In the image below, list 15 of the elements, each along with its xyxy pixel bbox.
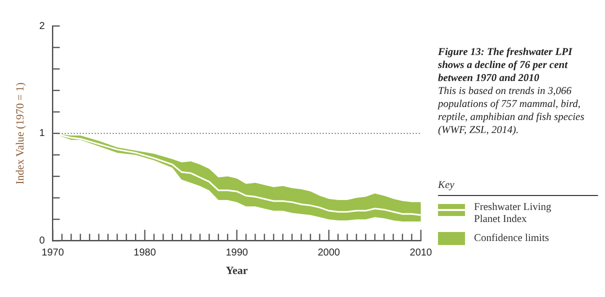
x-axis-title: Year <box>226 265 248 278</box>
x-tick-label: 1990 <box>226 248 248 259</box>
x-tick-label: 2010 <box>410 248 432 259</box>
y-tick-label: 0 <box>39 236 46 247</box>
text: This is based on trends in 3,066 populations of 757 mammal, bird, reptile, amphibian and fish species (WWF, ZSL, 2014). <box>438 85 586 137</box>
x-tick-label: 1970 <box>42 248 64 259</box>
y-tick-label: 1 <box>39 128 46 140</box>
y-axis-title: Index Value (1970 = 1) <box>14 82 26 184</box>
legend-title: Key <box>438 180 598 196</box>
y-tick-label: 2 <box>39 20 46 32</box>
x-tick-label: 2000 <box>318 248 340 259</box>
text: Figure 13: The freshwater LPI shows a decline of 76 per cent between 1970 and 2010 <box>438 46 574 85</box>
x-tick-label: 1980 <box>134 248 156 259</box>
text: Confidence limits <box>474 233 549 244</box>
text: Freshwater Living Planet Index <box>474 202 552 226</box>
